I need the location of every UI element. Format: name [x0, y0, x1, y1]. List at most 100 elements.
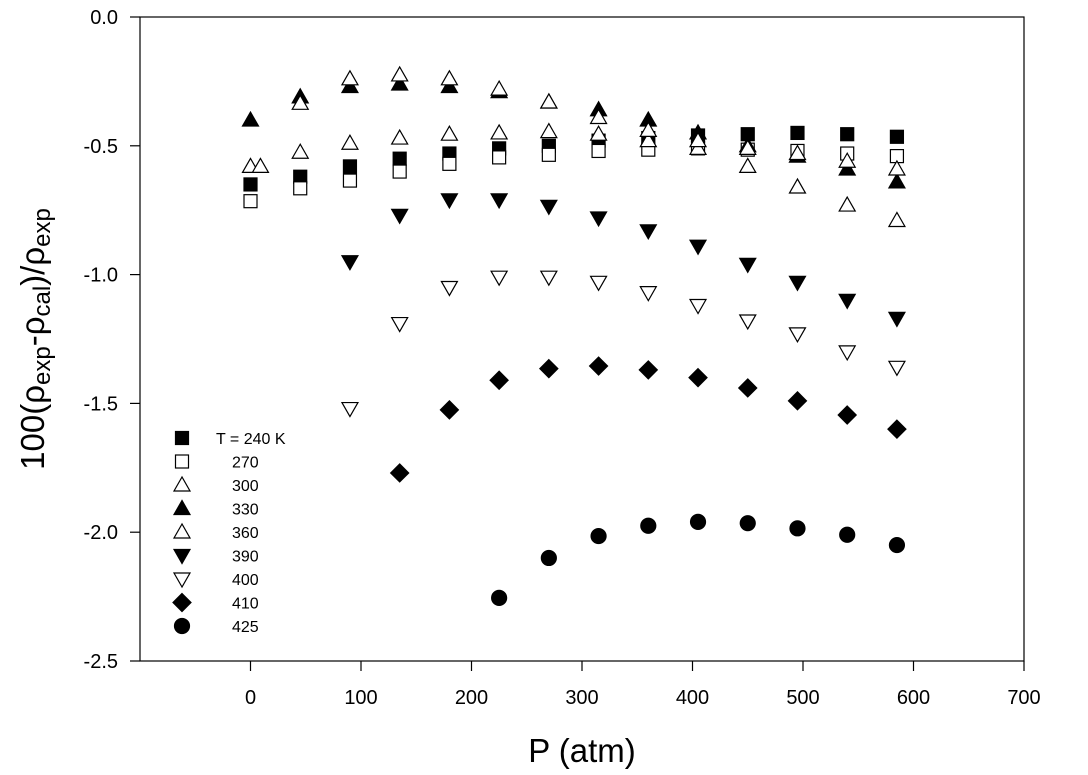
data-point: [638, 360, 659, 380]
legend-label: 360: [232, 525, 259, 542]
data-point: [489, 370, 509, 391]
data-point: [539, 199, 558, 216]
data-point: [442, 156, 457, 171]
data-point: [788, 275, 807, 292]
x-tick-label: 500: [786, 687, 819, 709]
data-point: [241, 110, 260, 127]
data-point: [589, 124, 608, 141]
data-point: [589, 275, 608, 292]
legend-marker: [172, 522, 192, 539]
data-point: [688, 239, 708, 256]
data-point: [390, 74, 409, 91]
data-point: [293, 181, 308, 196]
y-tick-label: -0.5: [84, 136, 118, 158]
data-point: [440, 193, 459, 210]
data-point: [589, 211, 608, 228]
data-point: [291, 94, 310, 110]
data-point: [491, 589, 508, 606]
data-point: [640, 517, 657, 534]
y-tick-label: -2.0: [84, 522, 118, 544]
y-tick-label: -1.5: [84, 393, 118, 415]
data-point: [739, 515, 756, 532]
data-point: [639, 286, 658, 302]
data-point: [887, 360, 906, 377]
legend-label: 410: [232, 596, 259, 613]
data-point: [342, 159, 358, 174]
data-point: [639, 131, 658, 148]
data-point: [440, 280, 459, 297]
data-point: [439, 399, 460, 420]
legend-label: 390: [232, 549, 259, 566]
data-point: [539, 270, 558, 287]
data-point: [490, 123, 509, 140]
y-tick-label: 0.0: [90, 7, 118, 29]
data-point: [539, 92, 558, 109]
data-point: [440, 69, 459, 86]
data-point: [340, 255, 359, 271]
data-point: [838, 159, 857, 176]
legend-marker: [172, 499, 192, 516]
data-point: [839, 526, 856, 543]
data-point: [787, 390, 808, 411]
data-point: [688, 131, 708, 148]
data-point: [591, 143, 606, 159]
data-point: [887, 311, 906, 328]
data-point: [688, 367, 708, 388]
data-point: [392, 151, 407, 166]
data-point: [540, 549, 557, 567]
data-point: [639, 121, 658, 137]
data-point: [639, 224, 658, 241]
legend-marker: [172, 475, 192, 492]
x-tick-label: 300: [565, 687, 598, 709]
y-tick-label: -2.5: [84, 651, 118, 673]
data-point: [738, 257, 757, 274]
legend-label: 330: [232, 502, 259, 519]
legend-label: 400: [232, 572, 259, 589]
x-tick-label: 400: [676, 687, 709, 709]
data-point: [737, 378, 758, 398]
x-tick-label: 600: [897, 687, 930, 709]
data-point: [589, 108, 608, 125]
legend-label: T = 240 K: [216, 431, 286, 448]
data-point: [590, 527, 607, 545]
data-point: [738, 139, 757, 155]
data-point: [490, 193, 509, 210]
data-point: [588, 356, 609, 376]
data-point: [838, 293, 857, 310]
legend-marker: [174, 454, 190, 469]
data-point: [788, 144, 807, 161]
data-point: [389, 463, 410, 483]
data-point: [390, 316, 409, 333]
data-point: [243, 194, 258, 209]
data-point: [887, 211, 906, 228]
legend: T = 240 K 270 300 330 360 390 400 410 425: [172, 430, 286, 636]
x-tick-label: 200: [455, 687, 488, 709]
y-axis: 0.0 -0.5 -1.0 -1.5 -2.0 -2.5: [84, 7, 140, 673]
y-tick-label: -1.0: [84, 265, 118, 287]
data-point: [390, 208, 409, 225]
data-point: [838, 345, 857, 362]
legend-marker: [174, 430, 190, 446]
data-point: [340, 77, 359, 94]
data-point: [688, 139, 708, 155]
data-point: [887, 159, 906, 176]
data-points: [241, 65, 907, 606]
legend-label: 425: [232, 619, 259, 636]
x-axis-title: P (atm): [528, 732, 636, 769]
data-point: [688, 298, 708, 315]
data-point: [888, 536, 906, 554]
plot-frame: [139, 16, 1025, 662]
legend-label: 300: [232, 478, 259, 495]
y-axis-title: 100(ρexp-ρcal)/ρexp: [14, 208, 56, 470]
data-point: [887, 172, 906, 189]
data-point: [490, 79, 509, 96]
data-point: [840, 127, 855, 142]
data-point: [889, 129, 905, 144]
x-tick-label: 100: [344, 687, 377, 709]
legend-marker: [173, 617, 191, 635]
legend-marker: [172, 572, 192, 589]
data-point: [790, 125, 805, 141]
data-point: [541, 147, 556, 162]
data-point: [390, 65, 409, 82]
